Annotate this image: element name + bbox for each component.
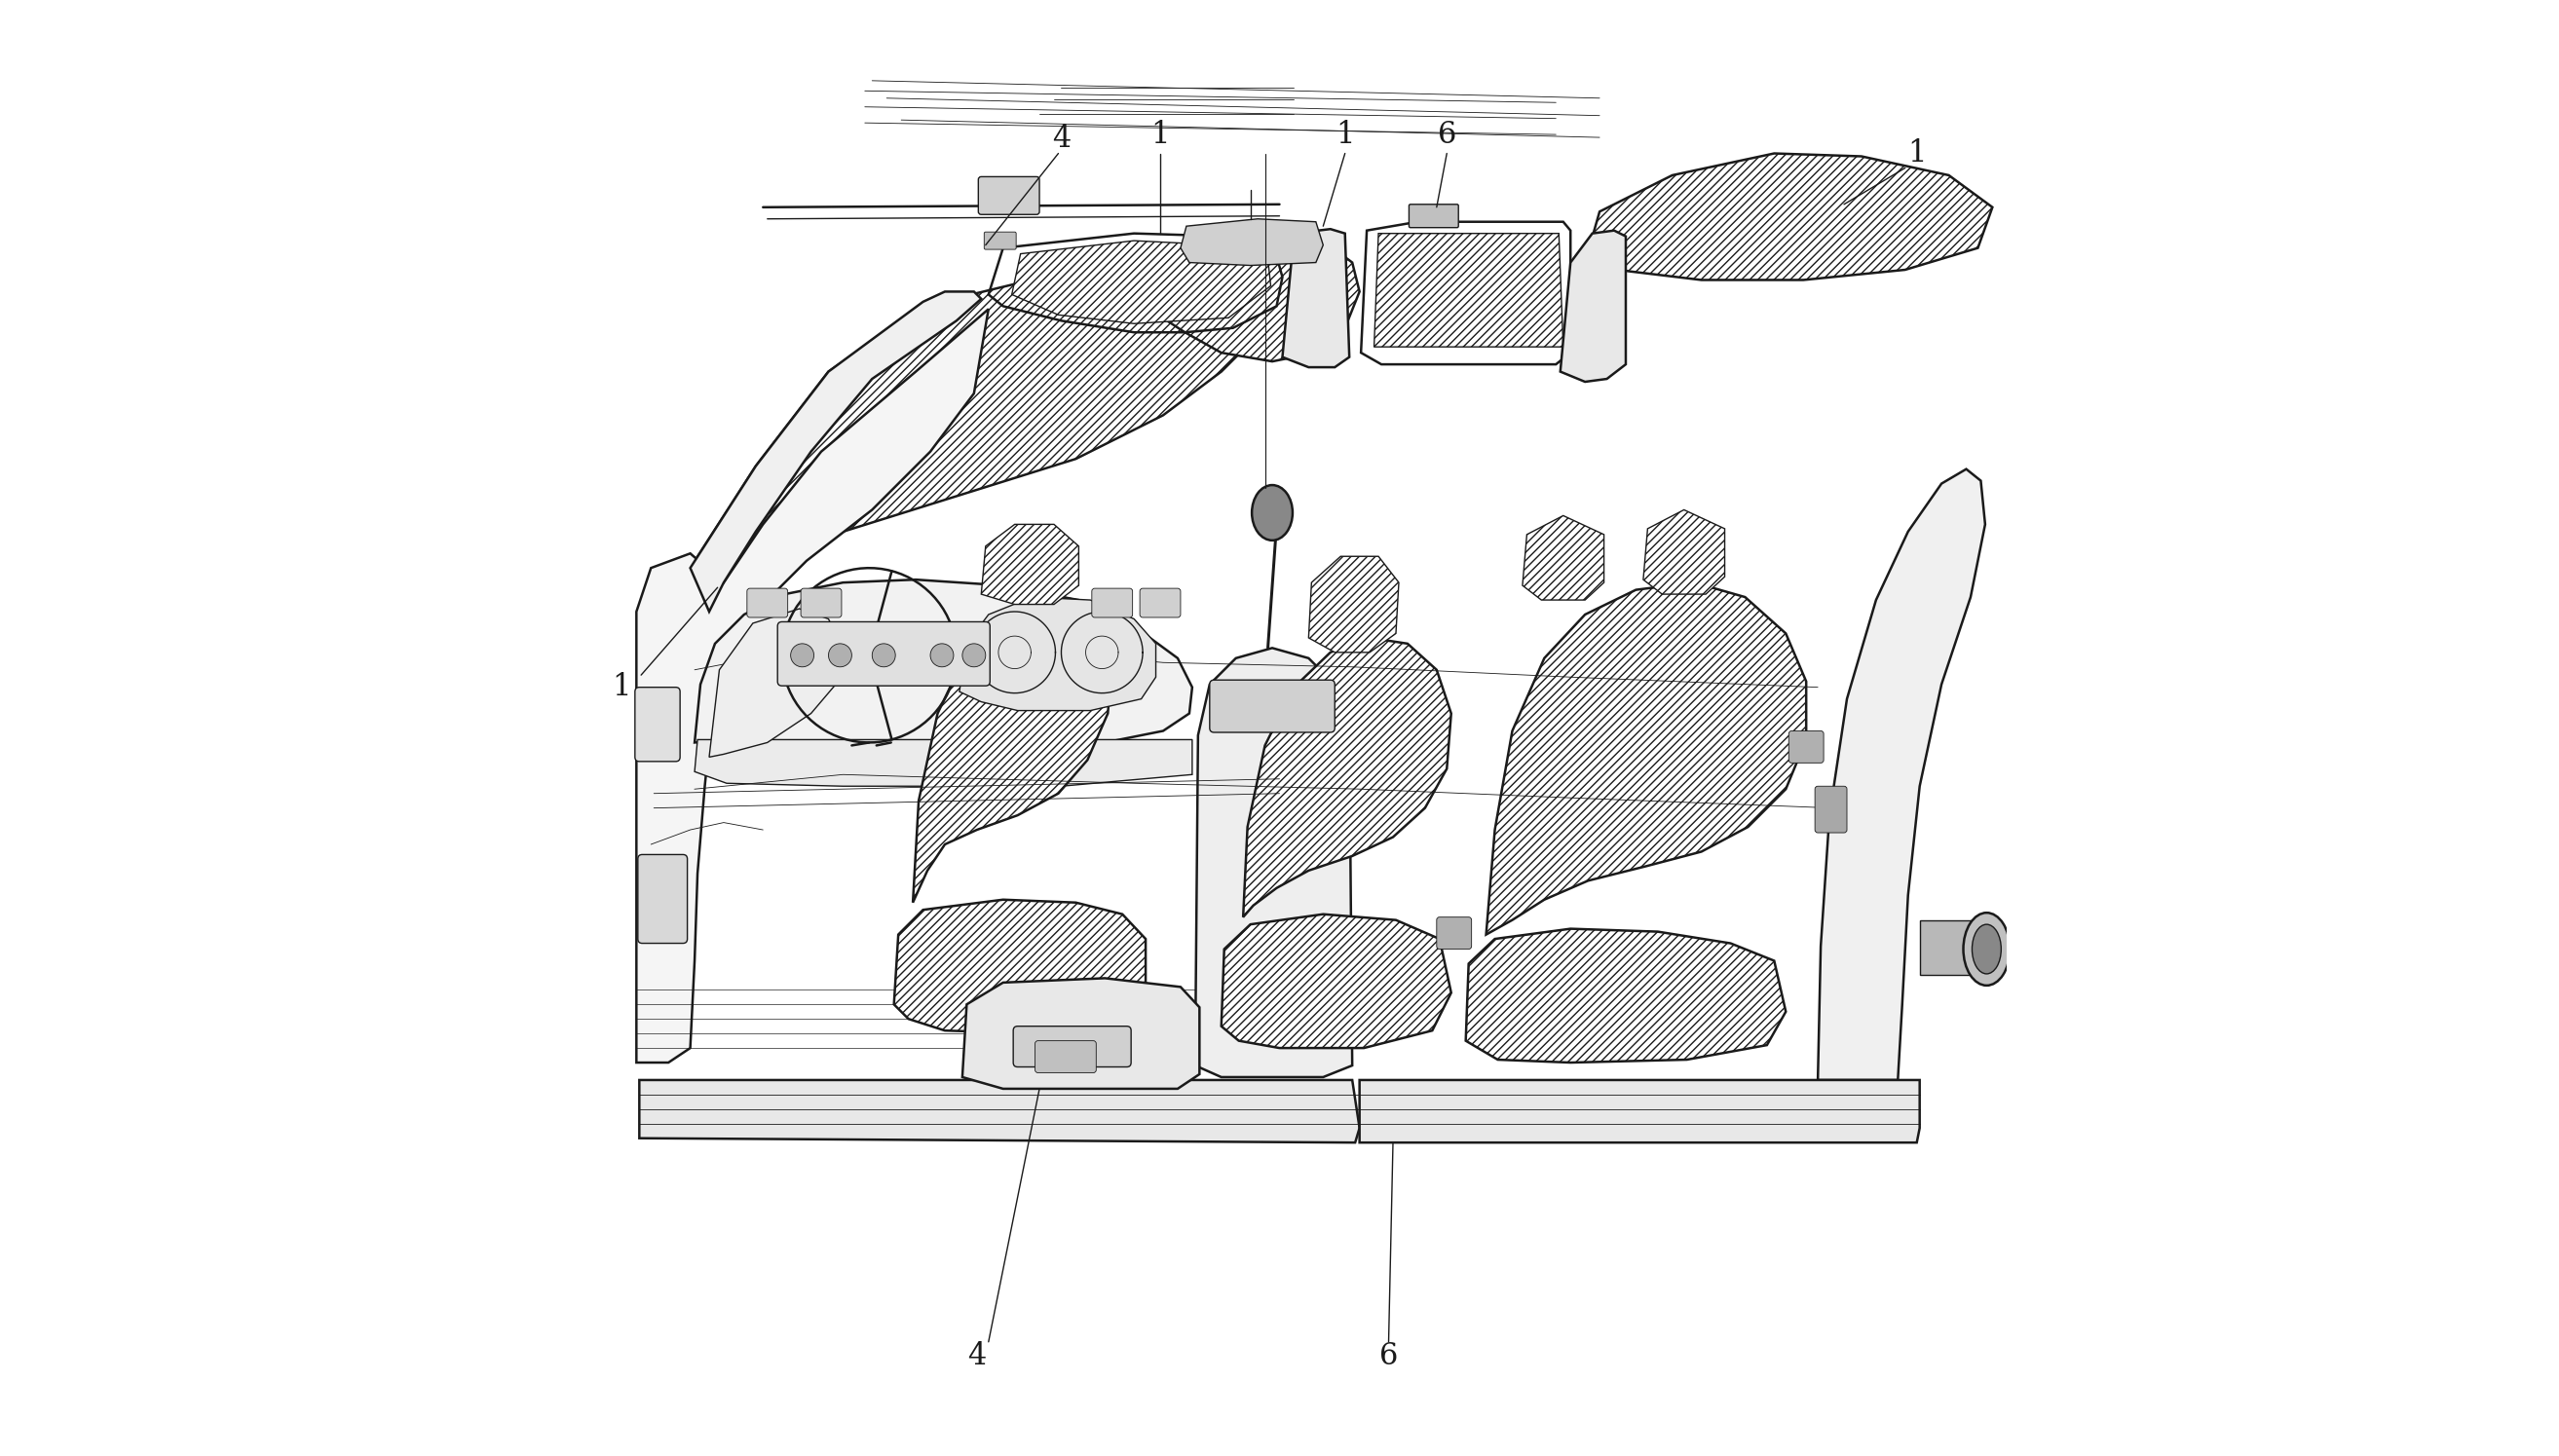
FancyBboxPatch shape (778, 622, 990, 686)
FancyBboxPatch shape (637, 855, 688, 943)
Ellipse shape (1963, 913, 2009, 986)
Polygon shape (1523, 515, 1604, 600)
Polygon shape (693, 579, 1192, 745)
FancyBboxPatch shape (985, 232, 1016, 249)
Polygon shape (1359, 1080, 1919, 1143)
Polygon shape (1282, 229, 1349, 367)
FancyBboxPatch shape (978, 176, 1039, 214)
Text: 4: 4 (967, 1341, 985, 1372)
Circle shape (962, 644, 985, 667)
FancyBboxPatch shape (1139, 588, 1180, 617)
Polygon shape (691, 291, 980, 612)
Polygon shape (980, 524, 1080, 604)
FancyBboxPatch shape (1789, 731, 1825, 763)
FancyBboxPatch shape (1410, 204, 1459, 227)
Text: 6: 6 (1438, 119, 1456, 150)
Polygon shape (1011, 240, 1272, 323)
Polygon shape (1466, 929, 1786, 1063)
Polygon shape (637, 309, 988, 1063)
Polygon shape (893, 900, 1146, 1034)
Polygon shape (1919, 920, 1986, 976)
FancyBboxPatch shape (801, 588, 842, 617)
Text: 6: 6 (1379, 1341, 1397, 1372)
Circle shape (791, 644, 814, 667)
Polygon shape (1221, 914, 1451, 1048)
Polygon shape (1817, 469, 1986, 1080)
Polygon shape (709, 609, 842, 757)
Polygon shape (1195, 648, 1351, 1077)
Polygon shape (693, 740, 1192, 786)
Polygon shape (691, 255, 1280, 648)
Polygon shape (1374, 233, 1564, 347)
Polygon shape (1244, 638, 1451, 917)
Text: 1: 1 (1336, 119, 1354, 150)
Circle shape (873, 644, 896, 667)
Ellipse shape (1973, 925, 2001, 974)
Polygon shape (1643, 510, 1725, 594)
FancyBboxPatch shape (635, 687, 681, 761)
Polygon shape (914, 594, 1113, 903)
Polygon shape (1180, 218, 1323, 265)
FancyBboxPatch shape (1093, 588, 1134, 617)
Circle shape (931, 644, 955, 667)
FancyBboxPatch shape (1436, 917, 1471, 949)
FancyBboxPatch shape (1034, 1041, 1095, 1073)
FancyBboxPatch shape (1013, 1026, 1131, 1067)
Polygon shape (1487, 582, 1807, 935)
Polygon shape (640, 1080, 1359, 1143)
Text: 1: 1 (1906, 138, 1927, 169)
Polygon shape (962, 978, 1200, 1089)
Text: 1: 1 (612, 673, 632, 702)
Ellipse shape (1251, 485, 1292, 540)
FancyBboxPatch shape (747, 588, 788, 617)
Polygon shape (1584, 153, 1993, 280)
FancyBboxPatch shape (1814, 786, 1848, 833)
Circle shape (829, 644, 852, 667)
Polygon shape (1157, 233, 1359, 361)
FancyBboxPatch shape (1210, 680, 1336, 732)
Polygon shape (1308, 556, 1400, 652)
Text: 1: 1 (1152, 119, 1169, 150)
Polygon shape (960, 597, 1157, 711)
Text: 4: 4 (1052, 124, 1070, 154)
Polygon shape (1561, 230, 1625, 381)
